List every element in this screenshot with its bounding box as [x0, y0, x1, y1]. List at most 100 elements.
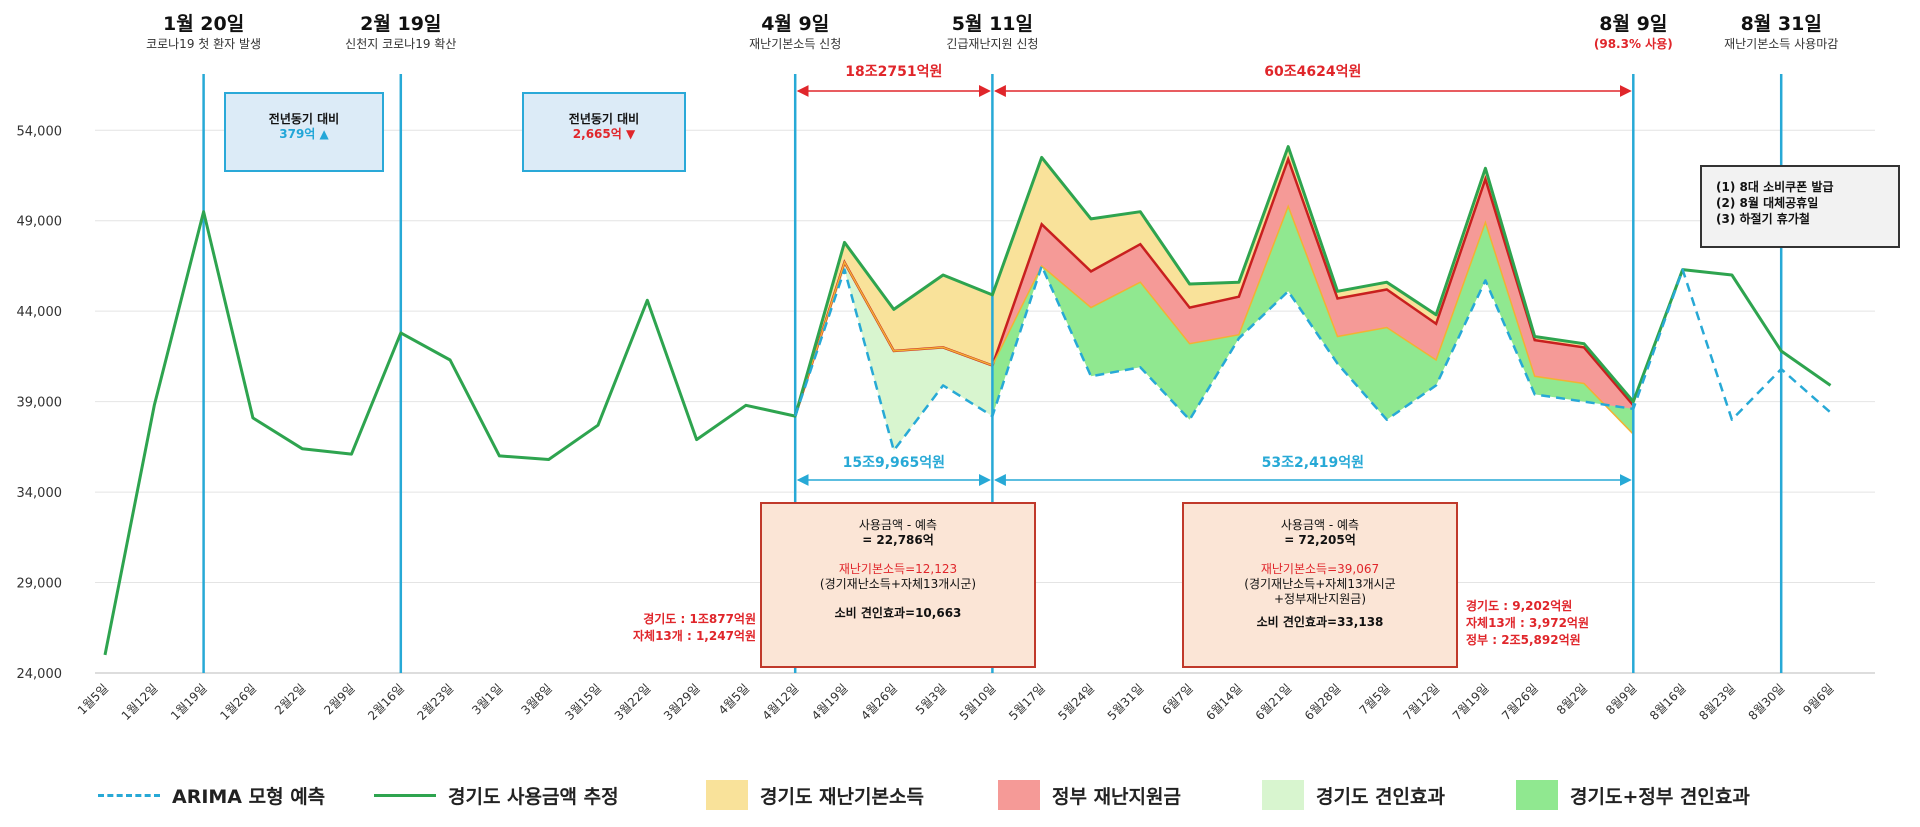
x-tick-label: 5월17일 [1006, 681, 1048, 723]
calc-box-1-line3: 재난기본소득=12,123 [838, 562, 958, 576]
x-tick-label: 8월30일 [1746, 681, 1788, 723]
yoy-box-1-value: 379억 ▲ [279, 127, 329, 141]
y-tick-label: 29,000 [17, 577, 63, 592]
x-tick-label: 1월26일 [217, 681, 259, 723]
x-tick-label: 7월5일 [1357, 681, 1393, 717]
legend-label-arima: ARIMA 모형 예측 [172, 785, 326, 808]
x-tick-label: 5월31일 [1105, 681, 1147, 723]
legend-label-government-support: 정부 재난지원금 [1052, 785, 1181, 808]
event-description: 재난기본소득 신청 [749, 37, 841, 51]
event-date: 8월 9일 [1599, 13, 1667, 35]
x-tick-label: 6월28일 [1302, 681, 1344, 723]
event-date: 2월 19일 [360, 13, 441, 35]
calc-box-2-line4: (경기재난소득+자체13개시군 [1244, 577, 1396, 591]
y-axis: 24,000 29,000 34,000 39,000 44,000 49,000 54,0… [17, 124, 63, 682]
x-tick-label: 6월7일 [1159, 681, 1195, 717]
area-gyeonggi-induced [795, 262, 993, 451]
yoy-box-1: 전년동기 대비 379억 ▲ [224, 92, 384, 172]
calc-box-2-line1: 사용금액 - 예측 [1280, 518, 1360, 532]
side-note-2-line1: 경기도 : 9,202억원 [1466, 598, 1572, 613]
factors-box: (1) 8대 소비쿠폰 발급 (2) 8월 대체공휴일 (3) 하절기 휴가철 [1700, 165, 1900, 248]
legend-swatch-gyeonggi-induced [1262, 780, 1304, 810]
y-tick-label: 54,000 [17, 124, 63, 139]
yoy-box-1-title: 전년동기 대비 [268, 112, 340, 126]
calc-box-1-line2: = 22,786억 [862, 533, 934, 547]
x-tick-label: 2월9일 [321, 681, 357, 717]
event-description: (98.3% 사용) [1594, 36, 1673, 51]
x-axis: 1월5일 1월12일 1월19일 1월26일 2월2일 2월9일 2월16일 2월23일 3월1… [75, 681, 1837, 723]
x-tick-label: 5월3일 [913, 681, 949, 717]
y-tick-label: 39,000 [17, 396, 63, 411]
x-tick-label: 1월12일 [119, 681, 161, 723]
calc-box-2: 사용금액 - 예측 = 72,205억 재난기본소득=39,067 (경기재난소… [1182, 502, 1458, 668]
x-tick-label: 2월16일 [365, 681, 407, 723]
x-tick-label: 9월6일 [1800, 681, 1836, 717]
y-tick-label: 34,000 [17, 486, 63, 501]
x-tick-label: 2월2일 [272, 681, 308, 717]
y-tick-label: 49,000 [17, 215, 63, 230]
calc-box-1-line5: 소비 견인효과=10,663 [834, 606, 962, 620]
legend-label-both-induced: 경기도+정부 견인효과 [1570, 785, 1750, 808]
span-label-bottom: 53조2,419억원 [1262, 455, 1364, 471]
side-note-2-line3: 정부 : 2조5,892억원 [1466, 632, 1581, 647]
y-tick-label: 24,000 [17, 667, 63, 682]
yoy-box-2: 전년동기 대비 2,665억 ▼ [522, 92, 686, 172]
x-tick-label: 6월21일 [1253, 681, 1295, 723]
chart-svg: 24,000 29,000 34,000 39,000 44,000 49,000 54,0… [17, 13, 1875, 723]
x-tick-label: 7월19일 [1450, 681, 1492, 723]
x-tick-label: 3월22일 [612, 681, 654, 723]
x-tick-label: 1월19일 [168, 681, 210, 723]
event-description: 긴급재난지원 신청 [946, 37, 1038, 51]
x-tick-label: 3월1일 [469, 681, 505, 717]
x-tick-label: 3월8일 [519, 681, 555, 717]
side-note-2-line2: 자체13개 : 3,972억원 [1466, 615, 1589, 630]
event-description: 코로나19 첫 환자 발생 [146, 37, 261, 51]
legend-item-government-support: 정부 재난지원금 [998, 775, 1181, 815]
x-tick-label: 7월12일 [1401, 681, 1443, 723]
side-note-1-line1: 경기도 : 1조877억원 [643, 611, 756, 626]
legend-swatch-gyeonggi-usage [374, 793, 436, 797]
side-note-1-line2: 자체13개 : 1,247억원 [633, 628, 756, 643]
calc-box-2-line3: 재난기본소득=39,067 [1260, 562, 1380, 576]
x-tick-label: 6월14일 [1203, 681, 1245, 723]
span-label-top: 60조4624억원 [1264, 64, 1361, 80]
x-tick-label: 8월16일 [1647, 681, 1689, 723]
x-tick-label: 1월5일 [75, 681, 111, 717]
legend-swatch-gyeonggi-basic-income [706, 780, 748, 810]
calc-box-2-line6: 소비 견인효과=33,138 [1256, 615, 1384, 629]
y-tick-label: 44,000 [17, 305, 63, 320]
legend-swatch-both-induced [1516, 780, 1558, 810]
legend-swatch-government-support [998, 780, 1040, 810]
x-tick-label: 5월24일 [1055, 681, 1097, 723]
legend-item-arima: ARIMA 모형 예측 [98, 775, 325, 815]
series-gyeonggi-usage [103, 145, 1832, 656]
calc-box-1-line4: (경기재난소득+자체13개시군) [819, 577, 977, 591]
x-tick-label: 4월19일 [809, 681, 851, 723]
legend-item-gyeonggi-induced: 경기도 견인효과 [1262, 775, 1445, 815]
calc-box-2-line2: = 72,205억 [1284, 533, 1356, 547]
area-both-induced [992, 206, 1634, 435]
event-date: 5월 11일 [952, 13, 1033, 35]
x-tick-label: 4월5일 [716, 681, 752, 717]
span-arrows: 18조2751억원 15조9,965억원 60조4624억원 53조2,419억원 [796, 64, 1632, 486]
span-label-bottom: 15조9,965억원 [843, 455, 945, 471]
x-tick-label: 8월2일 [1554, 681, 1590, 717]
calc-box-1: 사용금액 - 예측 = 22,786억 재난기본소득=12,123 (경기재난소… [760, 502, 1036, 668]
event-date: 8월 31일 [1741, 13, 1822, 35]
yoy-box-2-value: 2,665억 ▼ [572, 127, 636, 141]
x-tick-label: 2월23일 [415, 681, 457, 723]
calc-box-1-line1: 사용금액 - 예측 [858, 518, 938, 532]
legend-item-gyeonggi-usage: 경기도 사용금액 추정 [374, 775, 619, 815]
event-description: 재난기본소득 사용마감 [1724, 37, 1838, 51]
legend-label-gyeonggi-induced: 경기도 견인효과 [1316, 785, 1445, 808]
induced-boundary-line [794, 204, 1634, 435]
x-tick-label: 4월12일 [760, 681, 802, 723]
factors-line2: (2) 8월 대체공휴일 [1716, 196, 1819, 210]
factors-line3: (3) 하절기 휴가철 [1716, 212, 1810, 226]
legend-label-gyeonggi-basic-income: 경기도 재난기본소득 [760, 785, 924, 808]
legend: ARIMA 모형 예측 경기도 사용금액 추정 경기도 재난기본소득 정부 재난… [0, 775, 1920, 815]
event-date: 4월 9일 [761, 13, 829, 35]
legend-label-gyeonggi-usage: 경기도 사용금액 추정 [448, 785, 619, 808]
legend-item-both-induced: 경기도+정부 견인효과 [1516, 775, 1750, 815]
